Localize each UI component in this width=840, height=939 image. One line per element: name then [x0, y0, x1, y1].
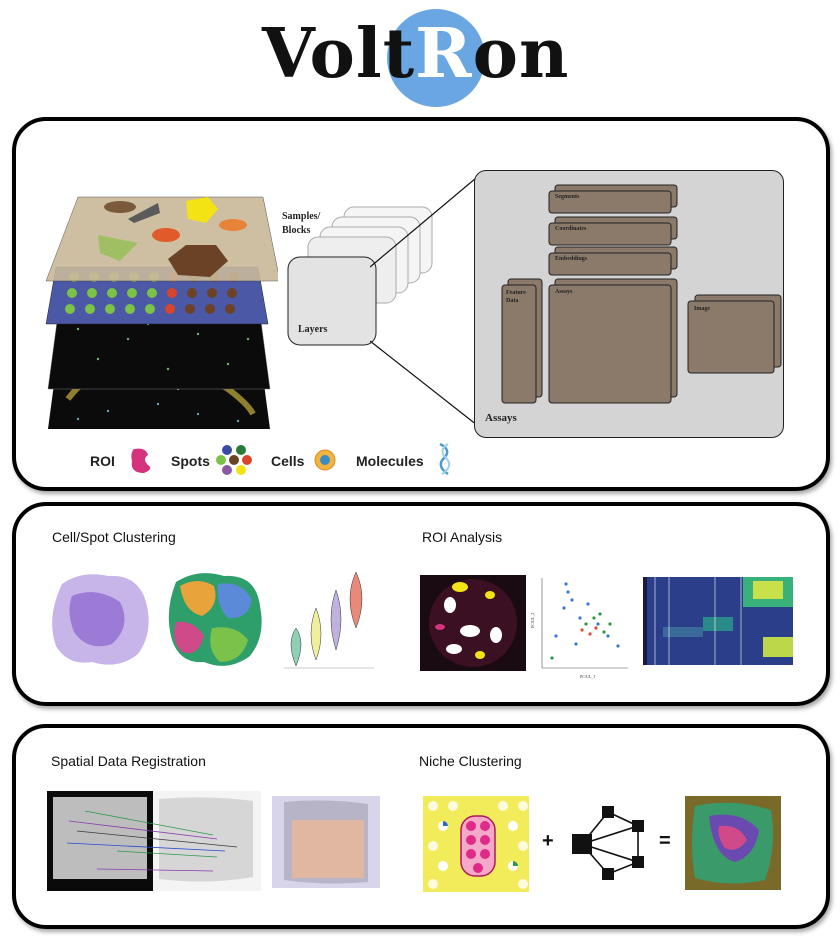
- voltron-logo: VoltRon: [262, 2, 568, 112]
- niche-clustering-title: Niche Clustering: [419, 753, 522, 769]
- samples-label-line2: Blocks: [282, 225, 311, 236]
- roi-tissue-image: [420, 575, 526, 671]
- spots-icon: [216, 445, 252, 475]
- molecule-layer-1: [47, 313, 271, 390]
- assay-image-label: Image: [694, 306, 710, 312]
- roi-heatmap: [643, 577, 793, 665]
- roi-icon: [131, 448, 151, 473]
- clustering-umap-purple: [52, 574, 149, 665]
- roi-pca-scatter: PC/UL_1 PC/UL_2: [530, 578, 628, 679]
- legend-cells-label: Cells: [271, 453, 305, 469]
- assay-segments-label: Segments: [555, 194, 580, 200]
- samples-layers-illustration: [287, 206, 433, 346]
- niche-spots-image: [423, 796, 529, 892]
- layers-stack-illustration: [45, 196, 278, 429]
- analysis-panel: Cell/Spot Clustering ROI Analysis: [12, 502, 830, 706]
- legend-molecules-label: Molecules: [356, 453, 424, 469]
- registration-image-pair: [47, 791, 261, 891]
- molecule-icon: [439, 442, 451, 476]
- zoom-connector-lines: [370, 172, 483, 430]
- assays-panel: Segments Coordinates Embeddings Feature …: [474, 170, 784, 438]
- logo-prefix: Volt: [262, 14, 416, 94]
- niche-clustering-result: [685, 796, 781, 890]
- layers-label: Layers: [298, 324, 328, 335]
- legend-spots-label: Spots: [171, 453, 210, 469]
- cell-icon: [314, 449, 336, 471]
- data-structure-panel: Samples/ Blocks Layers Segments Coordina…: [12, 117, 830, 491]
- violin-plot: [284, 571, 374, 669]
- roi-tissue-shapes: [429, 579, 517, 667]
- plus-sign: +: [542, 830, 554, 852]
- assays-title: Assays: [485, 412, 517, 424]
- spatial-data-registration-title: Spatial Data Registration: [51, 753, 206, 769]
- network-graph-icon: [572, 806, 644, 880]
- feature-data-line2: Data: [506, 298, 519, 304]
- registered-overlay-image: [272, 796, 380, 888]
- scatter-y-axis-label: PC/UL_2: [530, 613, 535, 628]
- assay-components: [501, 184, 782, 404]
- registration-niche-panel: Spatial Data Registration Niche Clusteri…: [12, 724, 830, 929]
- assay-assays-label: Assays: [555, 289, 573, 295]
- logo-suffix: on: [472, 14, 570, 94]
- logo-highlight-letter: R: [415, 14, 473, 94]
- samples-label-line1: Samples/: [282, 211, 321, 222]
- samples-blocks-label: Samples/ Blocks: [282, 210, 320, 238]
- clustering-umap-multicolor: [168, 573, 262, 666]
- assay-coordinates-label: Coordinates: [555, 226, 587, 232]
- assay-feature-data-label: Feature Data: [506, 289, 526, 305]
- logo-circle: [387, 9, 485, 107]
- assay-embeddings-label: Embeddings: [555, 256, 588, 262]
- cell-spot-clustering-title: Cell/Spot Clustering: [52, 529, 176, 545]
- overlay-shapes: [284, 800, 368, 884]
- roi-analysis-title: ROI Analysis: [422, 529, 503, 545]
- equals-sign: =: [659, 830, 671, 852]
- legend-roi-label: ROI: [90, 453, 115, 469]
- scatter-x-axis-label: PC/UL_1: [580, 674, 595, 679]
- logo-text: VoltRon: [262, 14, 569, 94]
- feature-data-line1: Feature: [506, 290, 526, 296]
